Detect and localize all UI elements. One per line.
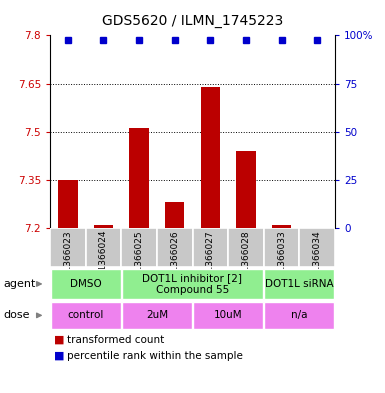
Text: GSM1366028: GSM1366028 bbox=[241, 230, 250, 290]
Bar bbox=[264, 268, 334, 299]
Text: agent: agent bbox=[4, 279, 36, 289]
Text: GSM1366027: GSM1366027 bbox=[206, 230, 215, 290]
Text: GSM1366024: GSM1366024 bbox=[99, 230, 108, 290]
Text: GDS5620 / ILMN_1745223: GDS5620 / ILMN_1745223 bbox=[102, 14, 283, 28]
Bar bbox=[228, 228, 264, 267]
Text: dose: dose bbox=[4, 310, 30, 320]
Text: percentile rank within the sample: percentile rank within the sample bbox=[67, 351, 243, 361]
Bar bbox=[201, 87, 220, 228]
Text: ■: ■ bbox=[54, 351, 64, 361]
Bar bbox=[165, 202, 184, 228]
Bar bbox=[50, 228, 85, 267]
Bar bbox=[51, 302, 121, 329]
Text: DOT1L inhibitor [2]
Compound 55: DOT1L inhibitor [2] Compound 55 bbox=[142, 273, 243, 295]
Text: control: control bbox=[67, 310, 104, 320]
Bar bbox=[94, 225, 113, 228]
Bar bbox=[85, 228, 121, 267]
Bar bbox=[157, 228, 192, 267]
Text: GSM1366033: GSM1366033 bbox=[277, 230, 286, 291]
Bar bbox=[192, 228, 228, 267]
Bar bbox=[121, 228, 157, 267]
Text: ■: ■ bbox=[54, 335, 64, 345]
Bar bbox=[129, 129, 149, 228]
Text: 2uM: 2uM bbox=[146, 310, 168, 320]
Text: GSM1366026: GSM1366026 bbox=[170, 230, 179, 290]
Bar bbox=[51, 268, 121, 299]
Bar bbox=[122, 302, 192, 329]
Text: GSM1366023: GSM1366023 bbox=[64, 230, 72, 290]
Text: n/a: n/a bbox=[291, 310, 308, 320]
Bar bbox=[193, 302, 263, 329]
Bar bbox=[300, 228, 335, 267]
Bar bbox=[122, 268, 263, 299]
Text: GSM1366025: GSM1366025 bbox=[135, 230, 144, 290]
Text: DOT1L siRNA: DOT1L siRNA bbox=[265, 279, 334, 289]
Text: GSM1366034: GSM1366034 bbox=[313, 230, 321, 290]
Bar bbox=[264, 228, 300, 267]
Bar bbox=[272, 225, 291, 228]
Bar bbox=[264, 302, 334, 329]
Bar bbox=[236, 151, 256, 228]
Text: 10uM: 10uM bbox=[214, 310, 243, 320]
Text: transformed count: transformed count bbox=[67, 335, 165, 345]
Text: DMSO: DMSO bbox=[70, 279, 102, 289]
Bar bbox=[58, 180, 78, 228]
